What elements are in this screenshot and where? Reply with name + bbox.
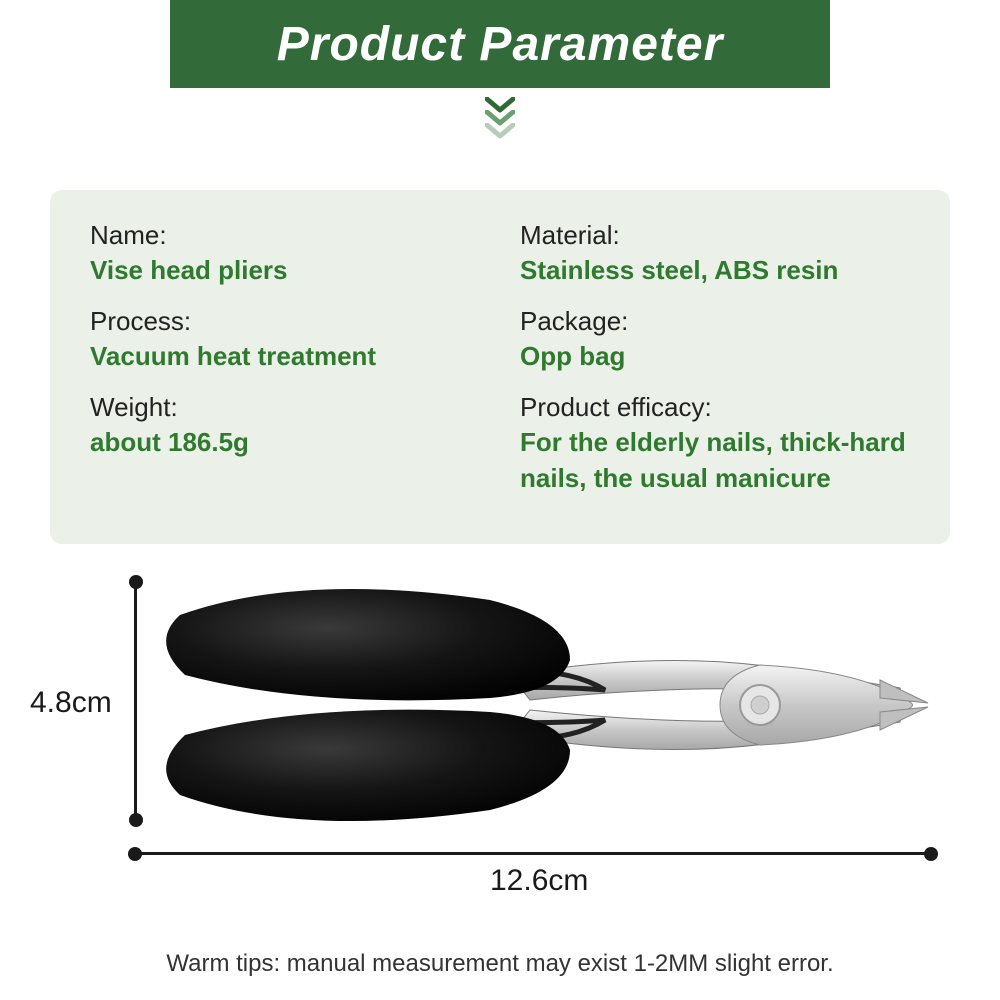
header-bar: Product Parameter bbox=[170, 0, 830, 88]
spec-col-right: Material: Stainless steel, ABS resin Pac… bbox=[520, 218, 910, 512]
spec-value: For the elderly nails, thick-hard nails,… bbox=[520, 425, 910, 495]
spec-field: Material: Stainless steel, ABS resin bbox=[520, 218, 910, 288]
spec-box: Name: Vise head pliers Process: Vacuum h… bbox=[50, 190, 950, 544]
spec-field: Process: Vacuum heat treatment bbox=[90, 304, 480, 374]
spec-value: Vise head pliers bbox=[90, 253, 480, 288]
width-label: 12.6cm bbox=[490, 864, 588, 898]
height-label: 4.8cm bbox=[30, 686, 112, 720]
spec-label: Package: bbox=[520, 304, 910, 339]
dimension-diagram: 4.8cm 12.6cm bbox=[0, 560, 1000, 920]
spec-field: Name: Vise head pliers bbox=[90, 218, 480, 288]
spec-value: Stainless steel, ABS resin bbox=[520, 253, 910, 288]
vertical-measure-bar bbox=[134, 582, 137, 820]
pliers-icon bbox=[160, 580, 930, 830]
spec-label: Name: bbox=[90, 218, 480, 253]
spec-label: Material: bbox=[520, 218, 910, 253]
spec-col-left: Name: Vise head pliers Process: Vacuum h… bbox=[90, 218, 480, 512]
spec-field: Weight: about 186.5g bbox=[90, 390, 480, 460]
spec-field: Package: Opp bag bbox=[520, 304, 910, 374]
footer-tip: Warm tips: manual measurement may exist … bbox=[0, 950, 1000, 978]
spec-value: Vacuum heat treatment bbox=[90, 339, 480, 374]
horizontal-measure-bar bbox=[135, 852, 931, 855]
spec-value: about 186.5g bbox=[90, 425, 480, 460]
spec-label: Weight: bbox=[90, 390, 480, 425]
spec-value: Opp bag bbox=[520, 339, 910, 374]
page-title: Product Parameter bbox=[277, 17, 724, 72]
spec-label: Process: bbox=[90, 304, 480, 339]
chevron-stack-icon bbox=[485, 100, 515, 139]
spec-label: Product efficacy: bbox=[520, 390, 910, 425]
spec-field: Product efficacy: For the elderly nails,… bbox=[520, 390, 910, 495]
